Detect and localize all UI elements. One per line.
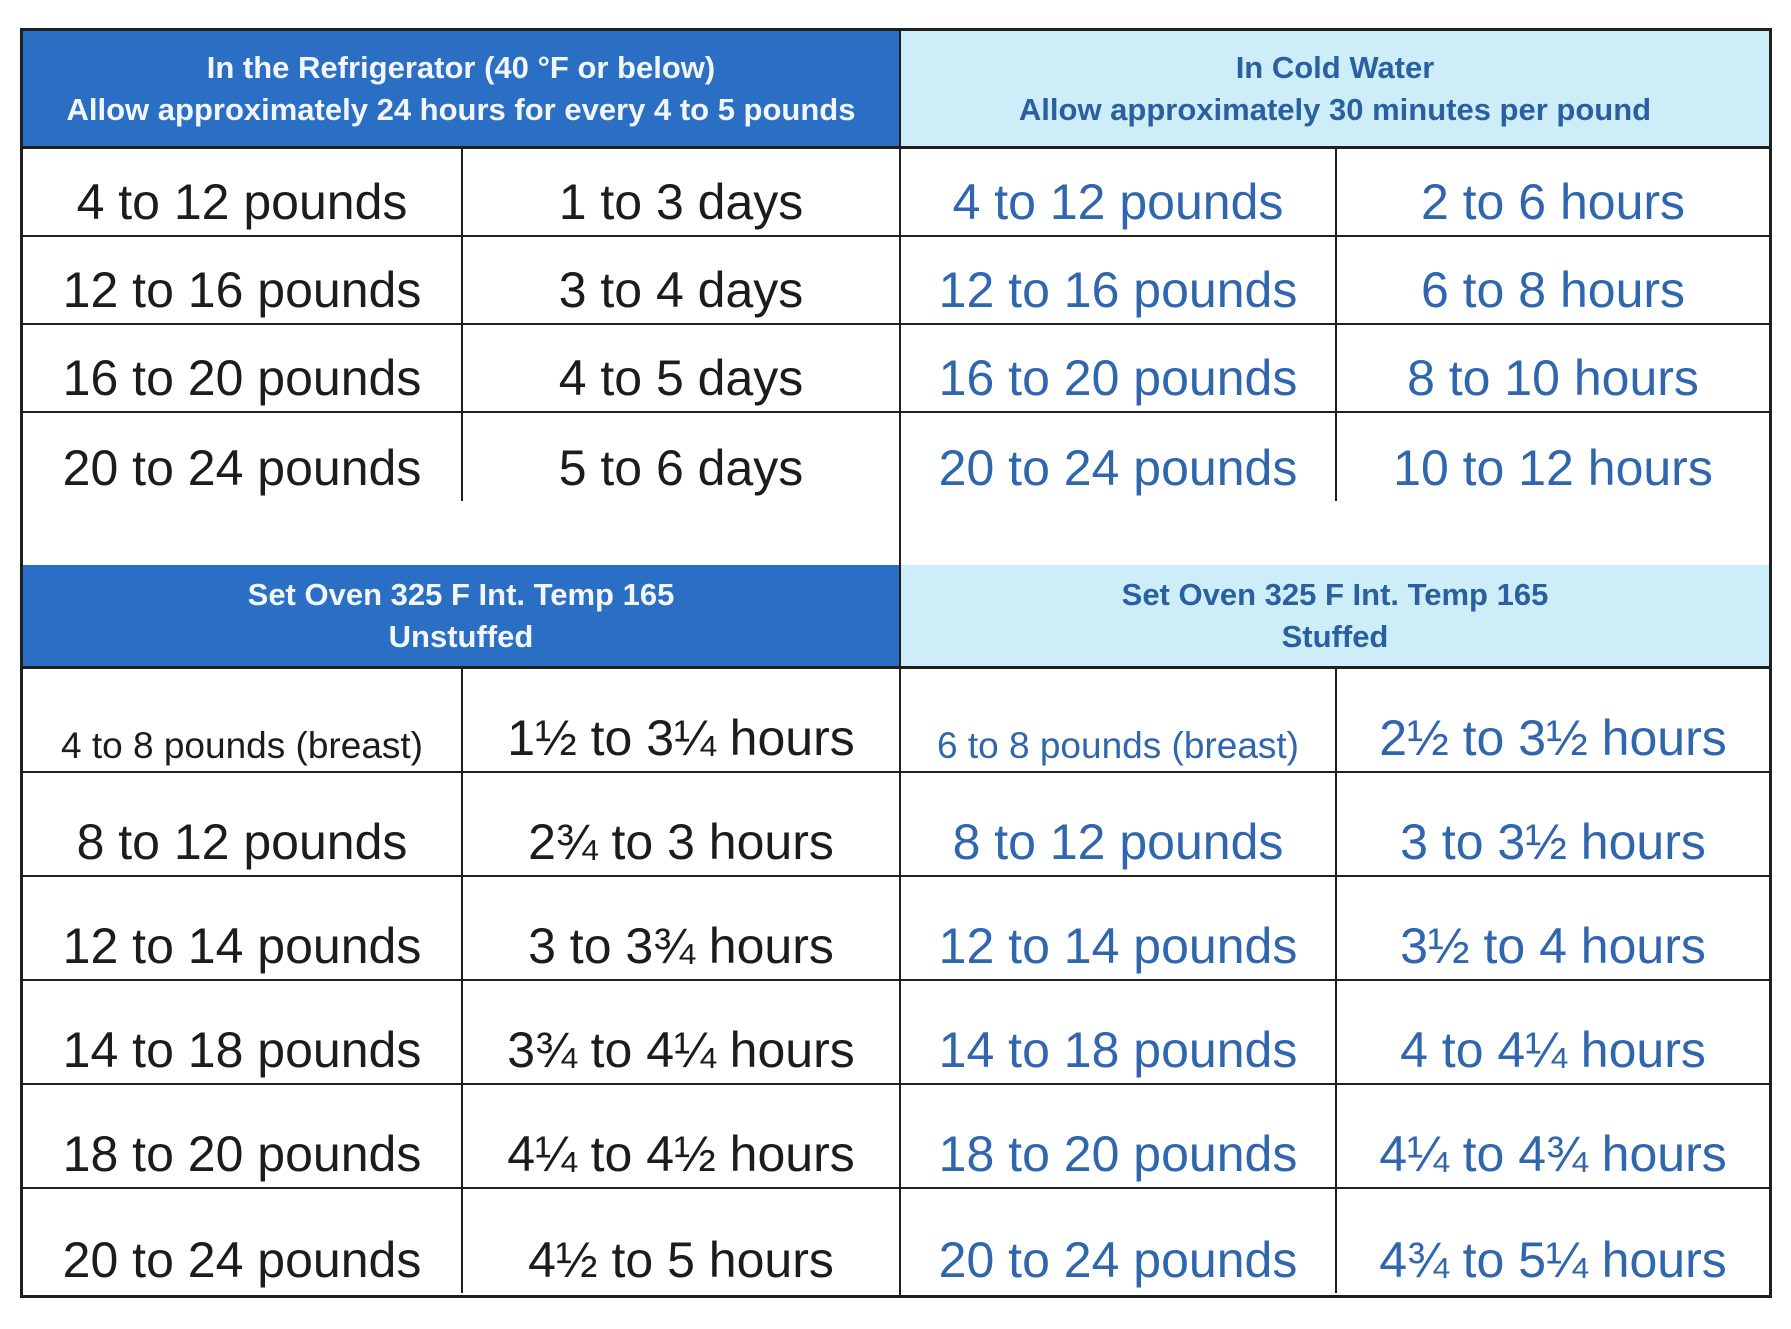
table-row: 4 to 12 pounds 2 to 6 hours <box>901 149 1769 237</box>
time-cell: 4¾ to 5¼ hours <box>1335 1189 1769 1293</box>
table-row: 8 to 12 pounds 3 to 3½ hours <box>901 773 1769 877</box>
weight-cell: 4 to 8 pounds (breast) <box>61 725 423 766</box>
time-cell: 3 to 3¾ hours <box>461 877 899 979</box>
time-cell: 2¾ to 3 hours <box>461 773 899 875</box>
weight-cell: 16 to 20 pounds <box>62 350 422 406</box>
time-cell: 3 to 4 days <box>461 237 899 323</box>
table-row: 12 to 16 pounds 3 to 4 days <box>23 237 899 325</box>
weight-cell: 18 to 20 pounds <box>62 1126 422 1182</box>
cold-water-header: In Cold Water Allow approximately 30 min… <box>901 31 1769 149</box>
time-cell: 2 to 6 hours <box>1335 149 1769 235</box>
time-cell: 8 to 10 hours <box>1335 325 1769 411</box>
time-cell: 1½ to 3¼ hours <box>461 669 899 771</box>
stuffed-section: Set Oven 325 F Int. Temp 165 Stuffed 6 t… <box>899 565 1769 1295</box>
table-row: 20 to 24 pounds 4¾ to 5¼ hours <box>901 1189 1769 1293</box>
weight-cell: 20 to 24 pounds <box>62 1232 422 1288</box>
table-row: 8 to 12 pounds 2¾ to 3 hours <box>23 773 899 877</box>
weight-cell: 20 to 24 pounds <box>938 440 1298 496</box>
table-row: 20 to 24 pounds 5 to 6 days <box>23 413 899 501</box>
time-cell: 10 to 12 hours <box>1335 413 1769 501</box>
weight-cell: 18 to 20 pounds <box>938 1126 1298 1182</box>
refrigerator-header: In the Refrigerator (40 °F or below) All… <box>23 31 899 149</box>
table-row: 20 to 24 pounds 10 to 12 hours <box>901 413 1769 501</box>
weight-cell: 14 to 18 pounds <box>62 1022 422 1078</box>
time-cell: 6 to 8 hours <box>1335 237 1769 323</box>
time-cell: 2½ to 3½ hours <box>1335 669 1769 771</box>
time-cell: 4 to 4¼ hours <box>1335 981 1769 1083</box>
unstuffed-section: Set Oven 325 F Int. Temp 165 Unstuffed 4… <box>23 565 899 1295</box>
weight-cell: 4 to 12 pounds <box>952 174 1284 230</box>
time-cell: 3¾ to 4¼ hours <box>461 981 899 1083</box>
time-cell: 4 to 5 days <box>461 325 899 411</box>
time-cell: 3½ to 4 hours <box>1335 877 1769 979</box>
weight-cell: 20 to 24 pounds <box>62 440 422 496</box>
weight-cell: 12 to 16 pounds <box>938 262 1298 318</box>
unstuffed-title: Set Oven 325 F Int. Temp 165 <box>247 576 675 612</box>
weight-cell: 20 to 24 pounds <box>938 1232 1298 1288</box>
time-cell: 5 to 6 days <box>461 413 899 501</box>
weight-cell: 6 to 8 pounds (breast) <box>937 725 1299 766</box>
cold-water-section: In Cold Water Allow approximately 30 min… <box>899 31 1769 565</box>
refrigerator-section: In the Refrigerator (40 °F or below) All… <box>23 31 899 565</box>
table-row: 6 to 8 pounds (breast) 2½ to 3½ hours <box>901 669 1769 773</box>
table-row: 12 to 16 pounds 6 to 8 hours <box>901 237 1769 325</box>
table-row: 18 to 20 pounds 4¼ to 4½ hours <box>23 1085 899 1189</box>
weight-cell: 8 to 12 pounds <box>76 814 408 870</box>
refrigerator-title: In the Refrigerator (40 °F or below) <box>206 49 716 85</box>
time-cell: 4½ to 5 hours <box>461 1189 899 1293</box>
time-cell: 4¼ to 4¾ hours <box>1335 1085 1769 1187</box>
weight-cell: 14 to 18 pounds <box>938 1022 1298 1078</box>
refrigerator-subtitle: Allow approximately 24 hours for every 4… <box>66 91 856 127</box>
time-cell: 4¼ to 4½ hours <box>461 1085 899 1187</box>
table-row: 4 to 12 pounds 1 to 3 days <box>23 149 899 237</box>
weight-cell: 4 to 12 pounds <box>76 174 408 230</box>
table-row: 12 to 14 pounds 3 to 3¾ hours <box>23 877 899 981</box>
weight-cell: 12 to 14 pounds <box>62 918 422 974</box>
weight-cell: 16 to 20 pounds <box>938 350 1298 406</box>
weight-cell: 12 to 14 pounds <box>938 918 1298 974</box>
table-row: 20 to 24 pounds 4½ to 5 hours <box>23 1189 899 1293</box>
table-row: 16 to 20 pounds 8 to 10 hours <box>901 325 1769 413</box>
stuffed-subtitle: Stuffed <box>1281 618 1389 654</box>
cold-water-subtitle: Allow approximately 30 minutes per pound <box>1018 91 1652 127</box>
table-row: 16 to 20 pounds 4 to 5 days <box>23 325 899 413</box>
table-row: 14 to 18 pounds 4 to 4¼ hours <box>901 981 1769 1085</box>
weight-cell: 8 to 12 pounds <box>952 814 1284 870</box>
time-cell: 3 to 3½ hours <box>1335 773 1769 875</box>
time-cell: 1 to 3 days <box>461 149 899 235</box>
table-row: 14 to 18 pounds 3¾ to 4¼ hours <box>23 981 899 1085</box>
unstuffed-subtitle: Unstuffed <box>388 618 534 654</box>
unstuffed-header: Set Oven 325 F Int. Temp 165 Unstuffed <box>23 565 899 669</box>
stuffed-header: Set Oven 325 F Int. Temp 165 Stuffed <box>901 565 1769 669</box>
table-row: 18 to 20 pounds 4¼ to 4¾ hours <box>901 1085 1769 1189</box>
thawing-cooking-table: In the Refrigerator (40 °F or below) All… <box>20 28 1772 1298</box>
cold-water-title: In Cold Water <box>1235 49 1435 85</box>
stuffed-title: Set Oven 325 F Int. Temp 165 <box>1121 576 1549 612</box>
table-row: 12 to 14 pounds 3½ to 4 hours <box>901 877 1769 981</box>
weight-cell: 12 to 16 pounds <box>62 262 422 318</box>
table-row: 4 to 8 pounds (breast) 1½ to 3¼ hours <box>23 669 899 773</box>
